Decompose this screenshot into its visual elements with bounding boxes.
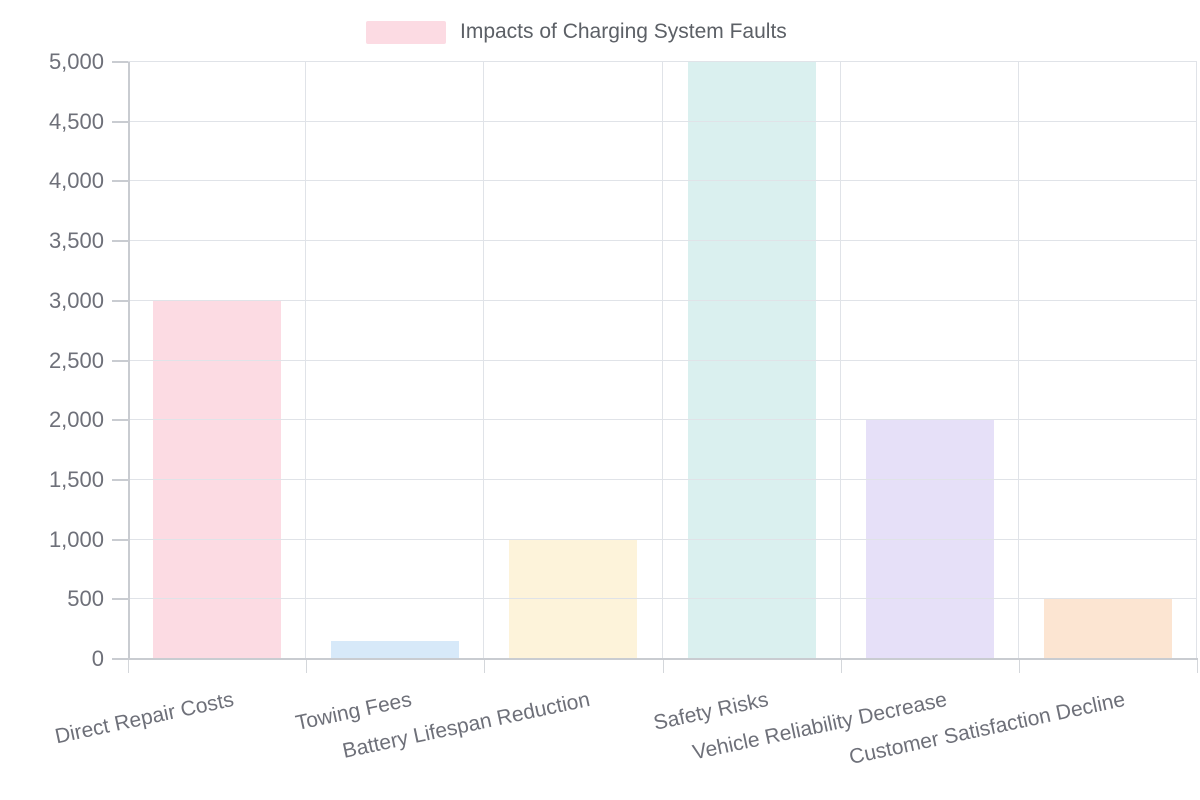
gridline-y-1500	[128, 478, 1197, 480]
legend[interactable]: Impacts of Charging System Faults	[366, 20, 787, 44]
bar-2[interactable]	[331, 641, 460, 659]
y-tick-label: 5,000	[48, 49, 104, 74]
bar-6[interactable]	[1043, 599, 1172, 659]
y-axis: 0 500 1,000 1,500 2,000 2,500 3,000 3,500 4,000 4…	[0, 49, 128, 671]
gridline-y-2000	[128, 419, 1197, 421]
x-category-label: Direct Repair Costs	[53, 688, 236, 749]
y-tick-mark	[112, 180, 128, 183]
gridline-x-3	[661, 62, 663, 659]
y-tick-label: 2,500	[48, 347, 104, 373]
gridline-x-2	[483, 62, 485, 659]
bar-5[interactable]	[865, 420, 994, 659]
x-tick-mark	[1018, 660, 1020, 673]
y-tick-label: 3,000	[48, 287, 104, 313]
x-tick-mark	[1197, 660, 1198, 673]
y-tick-mark	[112, 478, 128, 481]
x-tick-mark	[484, 660, 486, 673]
gridline-y-4000	[128, 180, 1197, 182]
y-tick-label: 500	[67, 586, 104, 612]
gridline-x-6	[1196, 62, 1197, 659]
y-tick-mark	[112, 419, 128, 422]
gridline-y-3500	[128, 240, 1197, 242]
y-axis-line	[128, 62, 130, 660]
gridline-y-5000	[128, 61, 1197, 62]
gridline-y-3000	[128, 299, 1197, 301]
y-tick-mark	[112, 538, 128, 541]
y-tick-mark	[112, 240, 128, 243]
y-tick-label: 0	[91, 646, 104, 671]
gridline-x-1	[305, 62, 307, 659]
gridline-y-1000	[128, 538, 1197, 540]
gridline-x-5	[1017, 62, 1019, 659]
plot-area	[128, 61, 1197, 659]
y-tick-mark	[112, 120, 128, 123]
y-tick-label: 1,000	[48, 526, 104, 552]
y-tick-mark	[112, 598, 128, 601]
y-tick-label: 4,500	[48, 108, 104, 134]
gridline-x-4	[839, 62, 841, 659]
x-axis-category-labels: Direct Repair Costs Towing Fees Battery Li…	[0, 688, 1200, 798]
legend-swatch[interactable]	[366, 20, 446, 44]
gridline-y-500	[128, 598, 1197, 600]
y-tick-mark	[112, 61, 128, 63]
x-tick-mark	[662, 660, 664, 673]
bar-1[interactable]	[153, 300, 282, 659]
bar-4[interactable]	[687, 62, 816, 659]
y-tick-mark	[112, 359, 128, 362]
y-tick-label: 1,500	[48, 466, 104, 492]
x-axis-line	[113, 658, 1198, 660]
legend-label: Impacts of Charging System Faults	[460, 20, 787, 43]
x-tick-mark	[840, 660, 842, 673]
y-tick-label: 4,000	[48, 168, 104, 194]
gridline-y-4500	[128, 120, 1197, 122]
y-tick-label: 2,000	[48, 407, 104, 433]
y-tick-label: 3,500	[48, 228, 104, 254]
x-tick-mark	[306, 660, 308, 673]
x-tick-mark	[128, 660, 129, 673]
y-tick-mark	[112, 299, 128, 302]
gridline-y-2500	[128, 359, 1197, 361]
bar-3[interactable]	[509, 539, 638, 659]
